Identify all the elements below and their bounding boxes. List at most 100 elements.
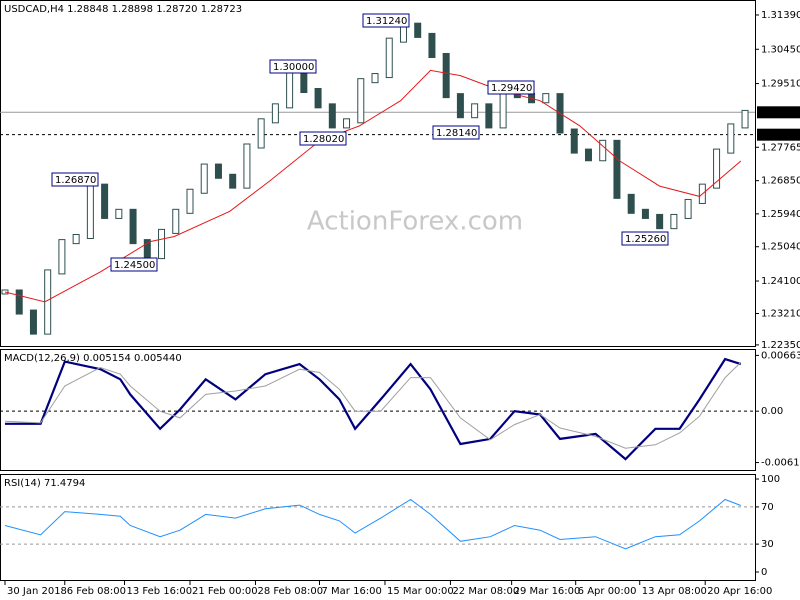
candle	[86, 183, 94, 240]
candle	[741, 109, 749, 129]
candle	[158, 228, 166, 260]
candle	[713, 148, 721, 189]
y-tick-label: 1.22350	[761, 340, 800, 351]
candle	[414, 22, 422, 38]
candle	[172, 208, 180, 234]
candle	[29, 309, 37, 335]
candle	[613, 139, 621, 199]
candle	[271, 103, 279, 124]
level-label-box	[757, 106, 800, 119]
candle	[627, 193, 635, 214]
y-tick-label: 70	[761, 502, 774, 513]
x-tick-label: 22 Mar 08:00	[452, 586, 519, 597]
x-tick-label: 30 Jan 2018	[7, 586, 67, 597]
candle	[229, 173, 237, 189]
candle	[214, 163, 222, 179]
candle	[670, 213, 678, 230]
y-tick-label: 0.00	[761, 406, 783, 417]
price-label-box	[51, 172, 99, 187]
candle	[15, 289, 23, 315]
candle	[371, 73, 379, 84]
candle	[542, 93, 550, 104]
candle	[343, 118, 351, 129]
y-tick-label: 0	[761, 567, 767, 578]
candle	[328, 103, 336, 129]
y-tick-label: 30	[761, 539, 774, 550]
candle	[257, 118, 265, 149]
watermark: ActionForex.com	[307, 207, 523, 237]
y-tick-label: 1.25940	[761, 209, 800, 220]
price-label: 1.26870	[55, 175, 96, 186]
candle	[471, 103, 479, 119]
candle	[58, 239, 66, 275]
candle	[243, 143, 251, 189]
x-tick-label: 13 Apr 08:00	[642, 586, 707, 597]
y-tick-label: 1.31390	[761, 10, 800, 21]
candle	[656, 213, 664, 230]
y-tick-label: 1.30450	[761, 44, 800, 55]
moving-average	[4, 69, 742, 303]
x-tick-label: 6 Apr 00:00	[578, 586, 637, 597]
candle	[72, 234, 80, 245]
panel-frame	[0, 474, 756, 581]
candle	[385, 37, 393, 79]
price-label-box	[432, 125, 480, 140]
price-label-box	[621, 231, 669, 246]
candle	[115, 208, 123, 219]
panel-title: MACD(12,26,9) 0.005154 0.005440	[4, 353, 182, 364]
y-tick-label: 100	[761, 474, 780, 485]
candle	[428, 32, 436, 58]
candle	[584, 148, 592, 162]
x-tick-label: 7 Mar 16:00	[322, 586, 382, 597]
panel-title: RSI(14) 71.4794	[4, 478, 85, 489]
y-tick-label: 1.29510	[761, 79, 800, 90]
candle	[727, 123, 735, 154]
y-tick-label: 0.006639	[761, 350, 800, 361]
y-tick-label: 1.24100	[761, 276, 800, 287]
price-label: 1.29420	[491, 83, 532, 94]
level-label-box	[757, 128, 800, 141]
candle	[1, 289, 9, 295]
x-tick-label: 13 Feb 16:00	[127, 586, 193, 597]
candle	[314, 88, 322, 109]
price-label: 1.28020	[303, 134, 344, 145]
macd-line	[5, 357, 742, 461]
price-label: 1.28140	[436, 128, 477, 139]
x-tick-label: 28 Feb 08:00	[257, 586, 323, 597]
x-tick-label: 6 Feb 08:00	[67, 586, 126, 597]
price-label-box	[110, 257, 158, 272]
price-label-box	[362, 13, 410, 28]
candle	[456, 93, 464, 119]
candle	[200, 163, 208, 194]
macd-line	[4, 362, 742, 449]
price-label: 1.24500	[114, 260, 155, 271]
price-label-box	[299, 131, 347, 146]
y-tick-label: 1.23210	[761, 309, 800, 320]
candle	[186, 188, 194, 214]
candle	[570, 128, 578, 154]
panel-frame	[0, 349, 756, 471]
candle	[44, 269, 52, 335]
price-label-box	[487, 80, 535, 95]
candle	[684, 198, 692, 219]
candle	[101, 183, 109, 219]
candle	[357, 78, 365, 124]
y-tick-label: 1.27765	[761, 142, 800, 153]
price-label: 1.31240	[366, 16, 407, 27]
price-label-box	[269, 59, 317, 74]
x-tick-label: 29 Mar 16:00	[514, 586, 581, 597]
x-tick-label: 15 Mar 00:00	[387, 586, 454, 597]
y-tick-label: 1.25040	[761, 242, 800, 253]
y-tick-label: -0.006114	[761, 458, 800, 469]
y-tick-label: 1.26850	[761, 176, 800, 187]
level-label: 1.28110	[760, 130, 800, 141]
x-tick-label: 20 Apr 16:00	[707, 586, 772, 597]
rsi-line	[4, 498, 741, 550]
price-label: 1.25260	[625, 234, 666, 245]
candle	[641, 208, 649, 219]
x-tick-label: 21 Feb 00:00	[192, 586, 258, 597]
candle	[442, 52, 450, 99]
candle	[129, 208, 137, 245]
